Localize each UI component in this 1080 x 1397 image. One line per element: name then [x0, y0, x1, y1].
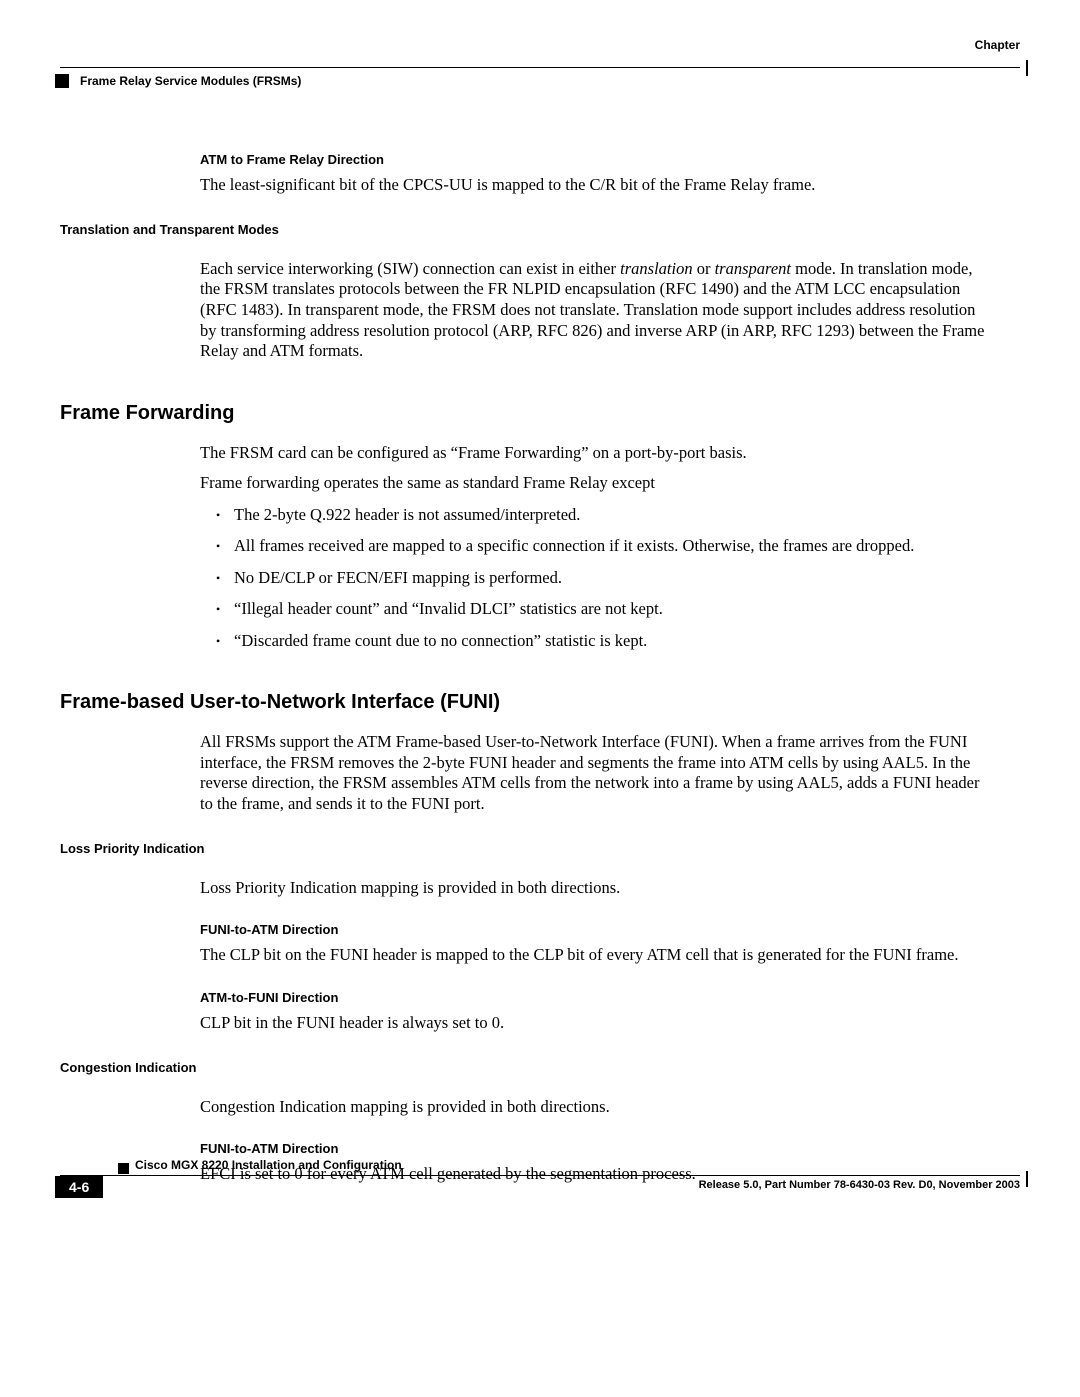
footer-book-title: Cisco MGX 8220 Installation and Configur…: [135, 1158, 402, 1172]
body-text: Congestion Indication mapping is provide…: [200, 1097, 988, 1118]
text-italic: transparent: [715, 259, 791, 278]
page-content: ATM to Frame Relay Direction The least-s…: [60, 152, 1020, 1185]
heading-atm-to-fr: ATM to Frame Relay Direction: [200, 152, 1020, 167]
text-fragment: Each service interworking (SIW) connecti…: [200, 259, 620, 278]
text-italic: translation: [620, 259, 692, 278]
heading-frame-forwarding: Frame Forwarding: [60, 402, 1020, 425]
footer-marker-icon: [118, 1163, 129, 1174]
list-item: “Discarded frame count due to no connect…: [216, 630, 980, 651]
page-footer: Cisco MGX 8220 Installation and Configur…: [60, 1156, 1020, 1202]
heading-atm-to-funi: ATM-to-FUNI Direction: [200, 990, 1020, 1005]
footer-release-text: Release 5.0, Part Number 78-6430-03 Rev.…: [699, 1179, 1020, 1191]
chapter-label: Chapter: [975, 38, 1020, 52]
body-text: All FRSMs support the ATM Frame-based Us…: [200, 732, 988, 815]
footer-change-bar: [1026, 1171, 1028, 1187]
body-text: The FRSM card can be configured as “Fram…: [200, 443, 988, 464]
chapter-change-bar: [1026, 60, 1028, 76]
footer-row: 4-6 Release 5.0, Part Number 78-6430-03 …: [60, 1176, 1020, 1202]
section-header: Frame Relay Service Modules (FRSMs): [60, 74, 1020, 92]
section-label: Frame Relay Service Modules (FRSMs): [80, 74, 301, 88]
list-item: The 2-byte Q.922 header is not assumed/i…: [216, 504, 980, 525]
body-text: The CLP bit on the FUNI header is mapped…: [200, 945, 988, 966]
list-item: “Illegal header count” and “Invalid DLCI…: [216, 598, 980, 619]
list-item: No DE/CLP or FECN/EFI mapping is perform…: [216, 567, 980, 588]
body-text: CLP bit in the FUNI header is always set…: [200, 1013, 988, 1034]
heading-loss-priority: Loss Priority Indication: [60, 841, 1020, 856]
body-text: The least-significant bit of the CPCS-UU…: [200, 175, 988, 196]
list-item: All frames received are mapped to a spec…: [216, 535, 980, 556]
section-marker-icon: [55, 74, 69, 88]
heading-funi: Frame-based User-to-Network Interface (F…: [60, 691, 1020, 714]
footer-rule: Cisco MGX 8220 Installation and Configur…: [60, 1156, 1020, 1176]
heading-funi-to-atm-1: FUNI-to-ATM Direction: [200, 922, 1020, 937]
text-fragment: or: [693, 259, 715, 278]
page-header: Chapter: [60, 38, 1020, 68]
heading-translation-modes: Translation and Transparent Modes: [60, 222, 1020, 237]
page-number-badge: 4-6: [55, 1176, 103, 1198]
heading-funi-to-atm-2: FUNI-to-ATM Direction: [200, 1141, 1020, 1156]
heading-congestion: Congestion Indication: [60, 1060, 1020, 1075]
body-text: Frame forwarding operates the same as st…: [200, 473, 988, 494]
body-text: Loss Priority Indication mapping is prov…: [200, 878, 988, 899]
bullet-list: The 2-byte Q.922 header is not assumed/i…: [216, 504, 980, 651]
body-text: Each service interworking (SIW) connecti…: [200, 259, 988, 362]
